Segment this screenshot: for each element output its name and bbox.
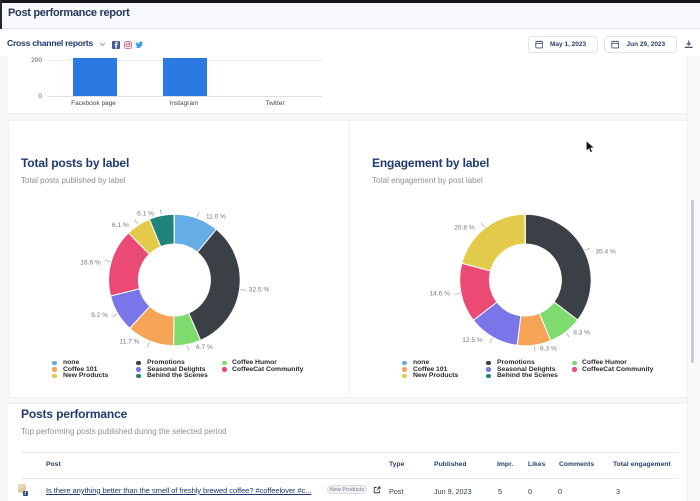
svg-text:9.2 %: 9.2 % <box>91 312 108 319</box>
svg-text:16.6 %: 16.6 % <box>80 260 101 267</box>
svg-text:20.8 %: 20.8 % <box>454 225 475 232</box>
svg-text:32.5 %: 32.5 % <box>249 287 270 294</box>
svg-text:14.6 %: 14.6 % <box>429 291 450 298</box>
svg-text:6.7 %: 6.7 % <box>196 344 213 351</box>
svg-text:11.0 %: 11.0 % <box>206 214 226 221</box>
svg-text:35.4 %: 35.4 % <box>595 249 616 256</box>
svg-text:8.3 %: 8.3 % <box>573 330 590 337</box>
svg-text:11.7 %: 11.7 % <box>119 339 139 346</box>
svg-text:12.5 %: 12.5 % <box>462 337 483 344</box>
svg-text:8.3 %: 8.3 % <box>540 346 557 353</box>
svg-text:6.1 %: 6.1 % <box>112 222 129 229</box>
svg-text:6.1 %: 6.1 % <box>137 211 154 218</box>
